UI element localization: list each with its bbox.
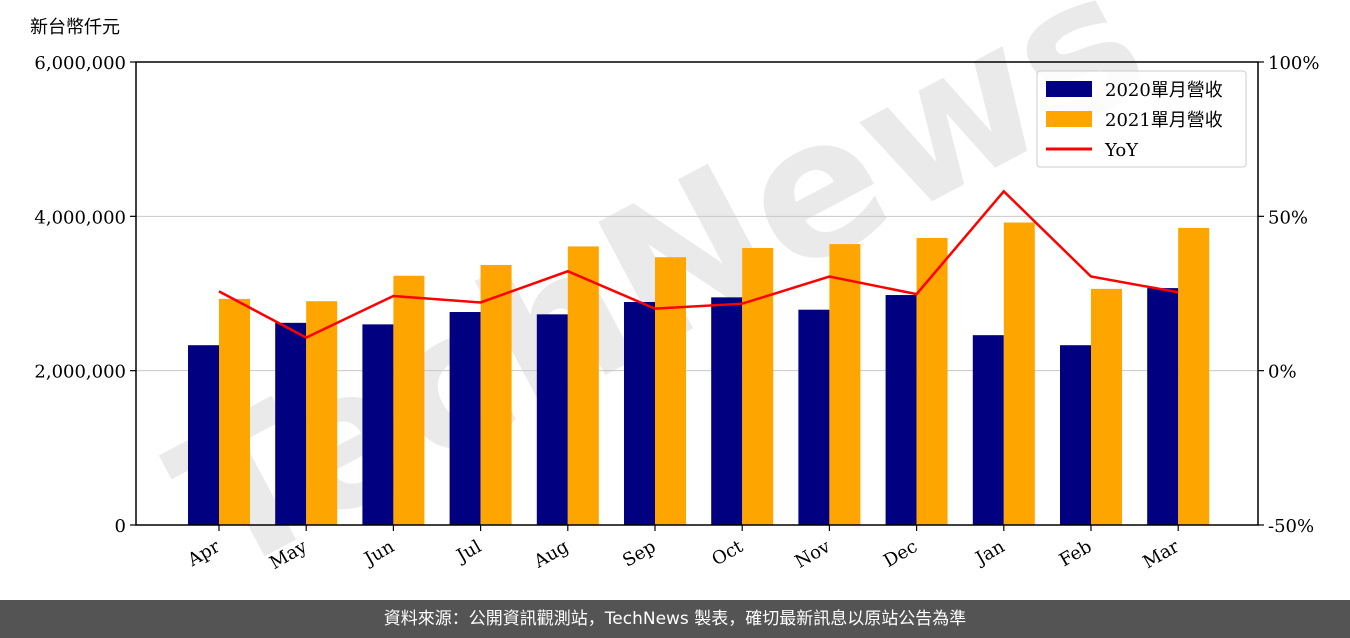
- bar-2021-may: [306, 301, 338, 525]
- bar-2020-nov: [798, 309, 830, 525]
- bars: [188, 222, 1210, 526]
- legend-label: 2021單月營收: [1105, 110, 1223, 131]
- x-tick-label: Sep: [619, 536, 659, 571]
- bar-2020-jun: [362, 324, 394, 525]
- legend-swatch: [1046, 81, 1092, 97]
- bar-2021-sep: [655, 257, 686, 525]
- x-tick-label: Feb: [1056, 536, 1096, 571]
- bar-2020-jan: [972, 335, 1004, 525]
- x-tick-label: Mar: [1139, 536, 1183, 573]
- axes: [135, 61, 1259, 526]
- legend-label: 2020單月營收: [1105, 80, 1223, 101]
- bar-2021-nov: [829, 244, 861, 525]
- legend-label: YoY: [1104, 140, 1139, 161]
- y-axis-label: 新台幣仟元: [30, 17, 120, 38]
- y2-tick-label: -50%: [1268, 516, 1314, 537]
- x-tick-label: Oct: [708, 536, 747, 571]
- x-tick-label: Nov: [792, 536, 835, 573]
- bar-2020-dec: [885, 295, 917, 525]
- bar-2021-mar: [1178, 227, 1210, 526]
- bar-2021-feb: [1091, 288, 1122, 525]
- y-tick-label: 4,000,000: [34, 207, 126, 228]
- bar-2021-jul: [480, 264, 512, 525]
- bar-2020-mar: [1147, 288, 1179, 525]
- x-tick-label: Jul: [452, 536, 486, 568]
- source-footer: 資料來源：公開資訊觀測站，TechNews 製表，確切最新訊息以原站公告為準: [0, 600, 1350, 638]
- y2-tick-label: 50%: [1268, 207, 1308, 228]
- yoy-polyline: [218, 189, 1179, 340]
- bar-2020-jul: [449, 312, 481, 525]
- bar-2020-oct: [711, 297, 743, 525]
- revenue-chart: TechNews 02,000,0004,000,0006,000,000-50…: [30, 0, 1319, 600]
- x-tick-label: Aug: [530, 536, 573, 573]
- bar-2021-jun: [393, 275, 425, 525]
- bar-2021-aug: [567, 246, 599, 525]
- bar-2021-oct: [742, 247, 774, 525]
- legend-swatch: [1046, 111, 1092, 127]
- bar-2020-may: [275, 322, 307, 525]
- plot-frame: [135, 61, 1259, 526]
- y-tick-label: 6,000,000: [34, 53, 126, 74]
- y-tick-label: 0: [115, 516, 126, 537]
- bar-2021-apr: [219, 298, 250, 525]
- bar-2021-jan: [1003, 222, 1035, 526]
- yoy-line: [218, 189, 1179, 340]
- legend: 2020單月營收 2021單月營收 YoY: [1036, 70, 1247, 168]
- bar-2020-aug: [536, 314, 568, 525]
- x-tick-label: Dec: [880, 536, 921, 572]
- bar-2020-sep: [624, 301, 655, 525]
- y2-tick-label: 0%: [1268, 362, 1297, 383]
- bar-2021-dec: [916, 237, 948, 525]
- bar-2020-feb: [1060, 345, 1091, 525]
- y-tick-label: 2,000,000: [34, 362, 126, 383]
- x-tick-label: Jan: [970, 536, 1008, 570]
- bar-2020-apr: [188, 345, 219, 525]
- y2-tick-label: 100%: [1268, 53, 1319, 74]
